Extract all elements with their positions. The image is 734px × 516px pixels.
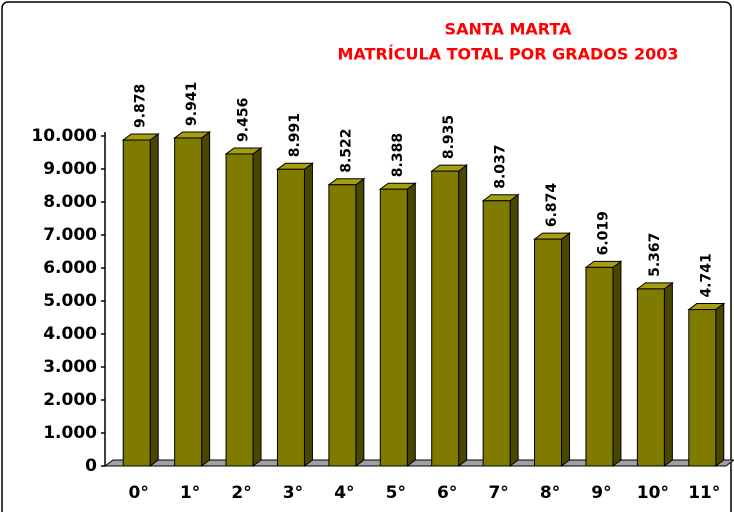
value-label: 8.991	[287, 113, 303, 157]
value-label: 4.741	[698, 253, 714, 297]
bar-side	[663, 281, 673, 467]
x-tick-label: 9°	[591, 483, 611, 503]
x-tick-label: 11°	[688, 483, 720, 503]
y-tick-label: 0	[85, 456, 97, 476]
bar-front	[482, 200, 511, 467]
floor	[103, 459, 734, 467]
bar	[173, 130, 212, 467]
x-tick-label: 7°	[488, 483, 508, 503]
y-tick-label: 10.000	[31, 126, 97, 146]
bar	[430, 164, 469, 467]
bar	[481, 193, 520, 467]
bar-side	[561, 232, 571, 467]
y-tick-label: 6.000	[43, 258, 97, 278]
bar-front	[122, 139, 151, 467]
y-tick-label: 9.000	[43, 159, 97, 179]
value-label: 5.367	[647, 233, 663, 277]
bar-front	[276, 168, 305, 467]
bar	[378, 182, 417, 467]
value-label: 9.941	[184, 82, 200, 126]
bar-side	[509, 193, 519, 467]
x-tick-label: 5°	[386, 483, 406, 503]
bar-side	[406, 182, 416, 467]
y-tick-label: 3.000	[43, 357, 97, 377]
bar	[121, 133, 160, 467]
bar-front	[431, 170, 460, 467]
x-tick-label: 0°	[129, 483, 149, 503]
bar-side	[612, 260, 622, 467]
bar	[584, 260, 623, 467]
bar-side	[201, 130, 211, 467]
bar-side	[303, 162, 313, 467]
value-label: 9.878	[133, 84, 149, 128]
bar-front	[688, 309, 717, 467]
bar-front	[225, 153, 254, 467]
x-tick-label: 8°	[540, 483, 560, 503]
bar	[224, 146, 263, 468]
bar	[327, 177, 366, 467]
x-tick-label: 1°	[180, 483, 200, 503]
y-tick-label: 7.000	[43, 225, 97, 245]
y-tick-label: 8.000	[43, 192, 97, 212]
bar-side	[715, 302, 725, 467]
bar	[635, 281, 674, 467]
value-label: 8.037	[493, 144, 509, 188]
value-label: 8.522	[338, 128, 354, 172]
x-tick-label: 3°	[283, 483, 303, 503]
y-tick-label: 5.000	[43, 291, 97, 311]
y-tick-label: 1.000	[43, 423, 97, 443]
chart-title: SANTA MARTA	[445, 20, 573, 39]
value-label: 6.019	[595, 211, 611, 255]
bar-side	[149, 133, 159, 467]
value-label: 8.935	[441, 115, 457, 159]
bar-side	[252, 146, 262, 468]
value-label: 8.388	[390, 133, 406, 177]
bar-front	[534, 238, 563, 467]
bar	[687, 302, 726, 467]
y-tick-label: 4.000	[43, 324, 97, 344]
x-tick-label: 4°	[334, 483, 354, 503]
value-label: 9.456	[236, 98, 252, 142]
bar	[533, 232, 572, 467]
bar-side	[355, 177, 365, 467]
chart-subtitle: MATRÍCULA TOTAL POR GRADOS 2003	[337, 45, 678, 64]
bar-front	[379, 188, 408, 467]
bar-front	[636, 288, 665, 467]
y-tick-label: 2.000	[43, 390, 97, 410]
value-label: 6.874	[544, 183, 560, 228]
bar-side	[458, 164, 468, 467]
x-tick-label: 6°	[437, 483, 457, 503]
x-tick-label: 10°	[637, 483, 669, 503]
bar	[275, 162, 314, 467]
bar-front	[174, 137, 203, 467]
x-tick-label: 2°	[231, 483, 251, 503]
bar-front	[585, 266, 614, 467]
bar-front	[328, 184, 357, 467]
